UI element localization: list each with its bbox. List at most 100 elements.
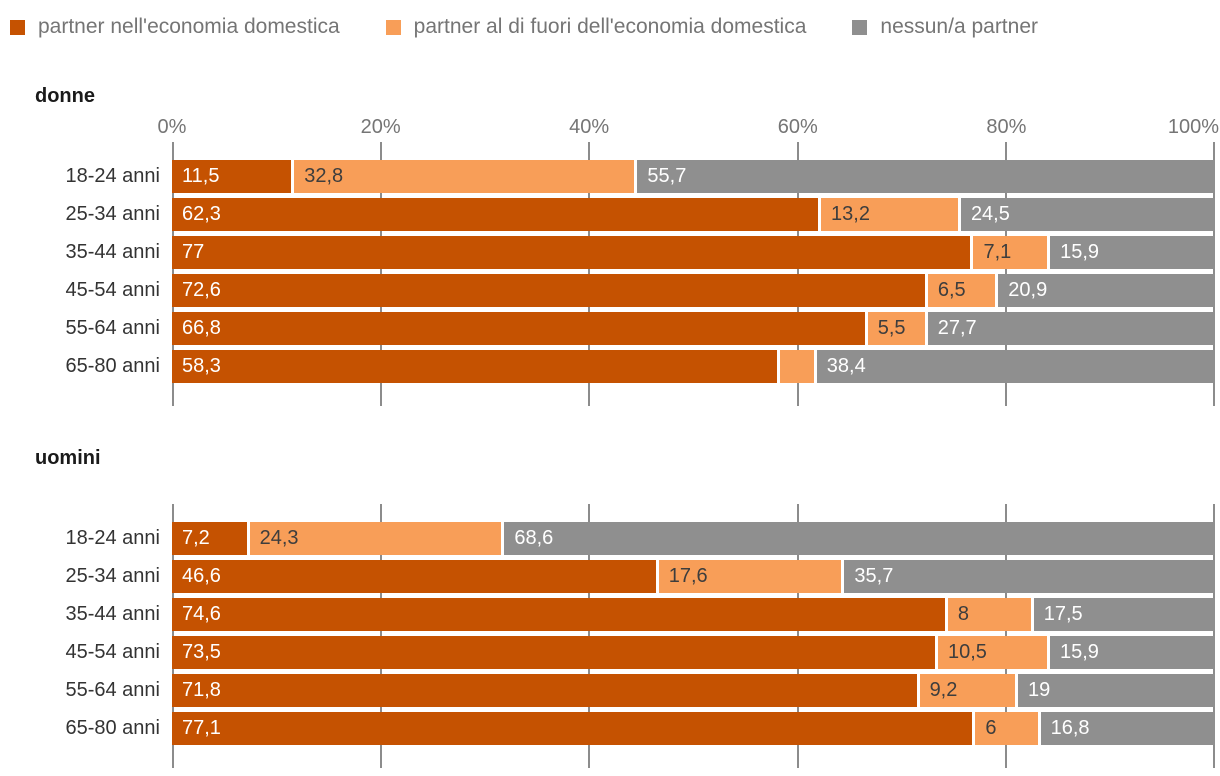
category-label: 65-80 anni	[65, 355, 160, 377]
bar-value-label: 46,6	[182, 565, 221, 587]
section-title-uomini: uomini	[35, 447, 101, 469]
bar-value-label: 13,2	[831, 203, 870, 225]
bar-segment: 71,8	[172, 674, 920, 707]
bar-segment: 74,6	[172, 598, 948, 631]
category-label: 35-44 anni	[65, 241, 160, 263]
bar-row: 35-44 anni 77 7,1 15,9	[65, 236, 1215, 269]
bar-segment: 13,2	[821, 198, 961, 231]
bar-segment: 10,5	[937, 636, 1050, 669]
bar-segment: 35,7	[844, 560, 1215, 593]
bar-value-label: 35,7	[854, 565, 894, 587]
bar-value-label: 32,8	[304, 165, 344, 187]
axis-tick-label: 80%	[986, 116, 1027, 138]
bar-row: 55-64 anni 71,8 9,2 19	[65, 674, 1215, 707]
bar-value-label: 15,9	[1059, 641, 1099, 663]
category-label: 45-54 anni	[65, 279, 160, 301]
bar-row: 25-34 anni 62,3 13,2 24,5	[65, 198, 1215, 231]
axis-tick-label: 20%	[360, 116, 401, 138]
bar-segment: 27,7	[927, 312, 1215, 345]
bar-value-label: 24,5	[970, 203, 1010, 225]
axis-tick-label: 100%	[1167, 116, 1220, 138]
bar-value-label: 27,7	[937, 317, 977, 339]
chart-legend: partner nell'economia domestica partner a…	[0, 14, 1220, 40]
bar-value-label: 6	[985, 717, 997, 739]
category-label: 65-80 anni	[65, 717, 160, 739]
category-label: 45-54 anni	[65, 641, 160, 663]
bar-value-label: 62,3	[182, 203, 221, 225]
legend-item: nessun/a partner	[852, 15, 1038, 39]
bar-value-label: 66,8	[182, 317, 221, 339]
bar-segment: 19	[1017, 674, 1215, 707]
category-label: 25-34 anni	[65, 203, 160, 225]
bar-segment: 15,9	[1049, 636, 1215, 669]
bar-value-label: 38,4	[826, 355, 866, 377]
bar-segment: 55,7	[637, 160, 1215, 193]
bar-row: 65-80 anni 58,3 38,4	[65, 350, 1215, 383]
bar-row: 25-34 anni 46,6 17,6 35,7	[65, 560, 1215, 593]
bar-segment: 77,1	[172, 712, 976, 745]
bar-segment: 46,6	[172, 560, 659, 593]
axis-tick-label: 0%	[157, 116, 187, 138]
legend-label: partner nell'economia domestica	[38, 15, 340, 38]
bar-segment: 6,5	[927, 274, 999, 307]
tick-area-bottom	[172, 750, 1215, 768]
bar-value-label: 74,6	[182, 603, 221, 625]
bar-segment: 17,6	[658, 560, 845, 593]
bar-segment: 16,8	[1040, 712, 1215, 745]
bar-value-label: 17,5	[1043, 603, 1083, 625]
bar-segment: 62,3	[172, 198, 822, 231]
bar-value-label: 7,1	[983, 241, 1012, 263]
category-label: 55-64 anni	[65, 679, 160, 701]
axis-tick-label: 40%	[569, 116, 610, 138]
bar-segment: 11,5	[172, 160, 295, 193]
bar-row: 18-24 anni 11,5 32,8 55,7	[65, 160, 1215, 193]
bar-segment: 8	[947, 598, 1034, 631]
bar-value-label: 5,5	[877, 317, 906, 339]
bar-segment: 72,6	[172, 274, 928, 307]
bar-value-label: 73,5	[182, 641, 221, 663]
bar-value-label: 8	[957, 603, 969, 625]
category-label: 25-34 anni	[65, 565, 160, 587]
legend-swatch-icon	[10, 19, 25, 35]
bar-segment: 5,5	[867, 312, 928, 345]
legend-item: partner nell'economia domestica	[10, 15, 340, 39]
section-title-donne: donne	[35, 85, 95, 107]
tick-area-top	[172, 142, 1215, 160]
bar-value-label: 11,5	[182, 165, 220, 187]
bar-segment: 9,2	[919, 674, 1018, 707]
category-label: 55-64 anni	[65, 317, 160, 339]
bar-value-label: 7,2	[182, 527, 210, 549]
bar-segment: 20,9	[998, 274, 1215, 307]
bar-row: 45-54 anni 73,5 10,5 15,9	[65, 636, 1215, 669]
legend-label: partner al di fuori dell'economia domest…	[413, 15, 807, 38]
bar-row: 45-54 anni 72,6 6,5 20,9	[65, 274, 1215, 307]
bar-segment: 7,1	[973, 236, 1051, 269]
legend-swatch-icon	[852, 19, 868, 35]
bar-segment: 73,5	[172, 636, 938, 669]
bar-value-label: 77,1	[182, 717, 221, 739]
legend-swatch-icon	[385, 19, 401, 35]
tick-area-bottom	[172, 388, 1215, 406]
category-label: 35-44 anni	[65, 603, 160, 625]
bar-value-label: 68,6	[514, 527, 554, 549]
bar-segment: 24,5	[960, 198, 1215, 231]
bar-segment: 77	[172, 236, 974, 269]
bar-value-label: 10,5	[947, 641, 987, 663]
bar-segment: 68,6	[504, 522, 1215, 555]
bar-segment: 24,3	[249, 522, 505, 555]
bar-row: 55-64 anni 66,8 5,5 27,7	[65, 312, 1215, 345]
bar-segment: 58,3	[172, 350, 780, 383]
tick-area-top	[172, 504, 1215, 522]
bar-segment: 32,8	[294, 160, 638, 193]
bar-row: 18-24 anni 7,2 24,3 68,6	[65, 522, 1215, 555]
category-label: 18-24 anni	[65, 165, 160, 187]
bar-value-label: 71,8	[182, 679, 221, 701]
bar-value-label: 6,5	[937, 279, 966, 301]
bar-segment: 66,8	[172, 312, 868, 345]
bar-value-label: 55,7	[647, 165, 687, 187]
bar-segment: 7,2	[172, 522, 250, 555]
bar-value-label: 15,9	[1060, 241, 1100, 263]
bar-segment: 38,4	[816, 350, 1215, 383]
bar-value-label: 19	[1027, 679, 1051, 701]
bar-row: 35-44 anni 74,6 8 17,5	[65, 598, 1215, 631]
